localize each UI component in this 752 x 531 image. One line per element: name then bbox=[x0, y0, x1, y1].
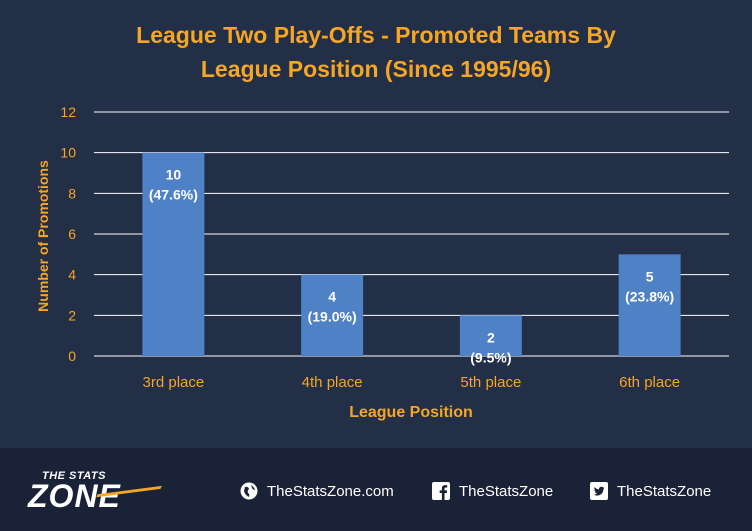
logo-top-text: THE STATS bbox=[42, 470, 106, 482]
bar bbox=[618, 254, 681, 356]
x-tick-label: 3rd place bbox=[143, 374, 205, 391]
y-tick-label: 2 bbox=[68, 307, 76, 323]
facebook-icon bbox=[432, 482, 450, 500]
chart-title-line-2: League Position (Since 1995/96) bbox=[200, 56, 552, 82]
x-tick-labels: 3rd place 4th place 5th place 6th place bbox=[143, 374, 681, 391]
y-tick-label: 12 bbox=[60, 104, 76, 120]
twitter-link-text: TheStatsZone bbox=[617, 482, 712, 500]
website-link-text: TheStatsZone.com bbox=[267, 482, 394, 500]
footer-bar: THE STATS ZONE TheStatsZone.com TheStats… bbox=[0, 448, 752, 531]
facebook-link-text: TheStatsZone bbox=[459, 482, 554, 500]
bar bbox=[459, 315, 522, 356]
x-tick-label: 5th place bbox=[460, 374, 521, 391]
data-label-percent: (9.5%) bbox=[470, 349, 511, 365]
globe-icon bbox=[240, 482, 258, 500]
twitter-link[interactable]: TheStatsZone bbox=[590, 482, 711, 500]
data-label-value: 10 bbox=[166, 167, 182, 183]
y-tick-label: 0 bbox=[68, 348, 76, 364]
y-tick-label: 6 bbox=[68, 226, 76, 242]
data-label-percent: (23.8%) bbox=[625, 288, 674, 304]
data-label-percent: (47.6%) bbox=[149, 187, 198, 203]
bars bbox=[142, 152, 681, 356]
data-label-value: 5 bbox=[646, 268, 654, 284]
x-tick-label: 4th place bbox=[302, 374, 363, 391]
x-axis-label: League Position bbox=[349, 404, 473, 421]
data-labels: 10 (47.6%) 4 (19.0%) 2 (9.5%) 5 (23.8%) bbox=[149, 167, 674, 366]
twitter-icon bbox=[590, 482, 608, 500]
chart-title-line-1: League Two Play-Offs - Promoted Teams By bbox=[136, 22, 616, 48]
website-link[interactable]: TheStatsZone.com bbox=[240, 482, 394, 500]
y-tick-labels: 0 2 4 6 8 10 12 bbox=[60, 104, 76, 364]
bar bbox=[142, 152, 205, 356]
data-label-percent: (19.0%) bbox=[308, 309, 357, 325]
bar-chart: 0 2 4 6 8 10 12 10 (47.6%) 4 (19.0%) 2 (9.5%) 5 (23.8… bbox=[35, 104, 729, 421]
stats-zone-logo: THE STATS ZONE bbox=[28, 468, 162, 518]
y-tick-label: 8 bbox=[68, 185, 76, 201]
y-tick-label: 4 bbox=[68, 267, 76, 283]
data-label-value: 2 bbox=[487, 329, 495, 345]
chart-title: League Two Play-Offs - Promoted Teams By… bbox=[0, 18, 752, 86]
logo-main-text: ZONE bbox=[28, 478, 121, 514]
bar bbox=[301, 274, 364, 356]
y-tick-label: 10 bbox=[60, 145, 76, 161]
x-tick-label: 6th place bbox=[619, 374, 680, 391]
facebook-link[interactable]: TheStatsZone bbox=[432, 482, 553, 500]
data-label-value: 4 bbox=[328, 289, 336, 305]
y-axis-label: Number of Promotions bbox=[35, 160, 51, 312]
